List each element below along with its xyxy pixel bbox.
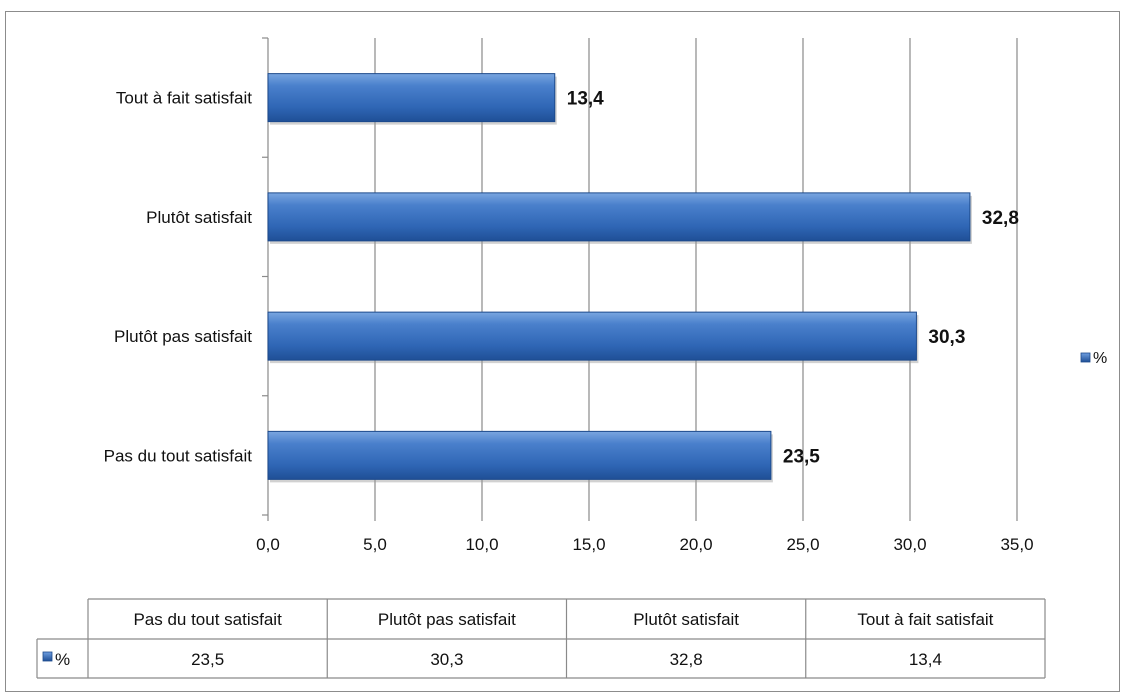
x-tick-label: 15,0 <box>572 535 605 554</box>
table-row-key: % <box>55 650 70 669</box>
legend-swatch <box>1080 352 1091 363</box>
data-label: 32,8 <box>982 208 1019 229</box>
data-label: 30,3 <box>928 327 965 348</box>
data-label: 13,4 <box>567 89 604 110</box>
bar <box>267 192 971 242</box>
x-tick-label: 35,0 <box>1000 535 1033 554</box>
bar <box>267 430 772 480</box>
x-tick-label: 30,0 <box>893 535 926 554</box>
x-tick-label: 20,0 <box>679 535 712 554</box>
legend-label: % <box>1093 350 1107 367</box>
table-header-cell: Plutôt pas satisfait <box>378 610 516 629</box>
x-tick-label: 25,0 <box>786 535 819 554</box>
x-tick-label: 0,0 <box>256 535 280 554</box>
table-key-swatch <box>42 651 53 662</box>
category-label: Tout à fait satisfait <box>116 89 252 108</box>
bar <box>267 311 917 361</box>
x-tick-label: 5,0 <box>363 535 387 554</box>
data-label: 23,5 <box>783 446 820 467</box>
category-label: Plutôt satisfait <box>146 208 252 227</box>
bars <box>267 73 972 483</box>
category-label: Plutôt pas satisfait <box>114 327 252 346</box>
table-value-cell: 32,8 <box>670 650 703 669</box>
labels: Pas du tout satisfait 23,5 Plutôt pas sati… <box>104 89 1019 468</box>
data-table: Pas du tout satisfait Plutôt pas satisfai… <box>36 598 1046 679</box>
table-header-cell: Tout à fait satisfait <box>857 610 993 629</box>
table-header-cell: Pas du tout satisfait <box>133 610 282 629</box>
bar <box>267 73 556 123</box>
table-header-cell: Plutôt satisfait <box>633 610 739 629</box>
table-value-cell: 23,5 <box>191 650 224 669</box>
legend: % <box>1080 350 1107 367</box>
category-label: Pas du tout satisfait <box>104 446 253 465</box>
x-tick-label: 10,0 <box>465 535 498 554</box>
table-value-cell: 13,4 <box>909 650 942 669</box>
table-value-cell: 30,3 <box>430 650 463 669</box>
